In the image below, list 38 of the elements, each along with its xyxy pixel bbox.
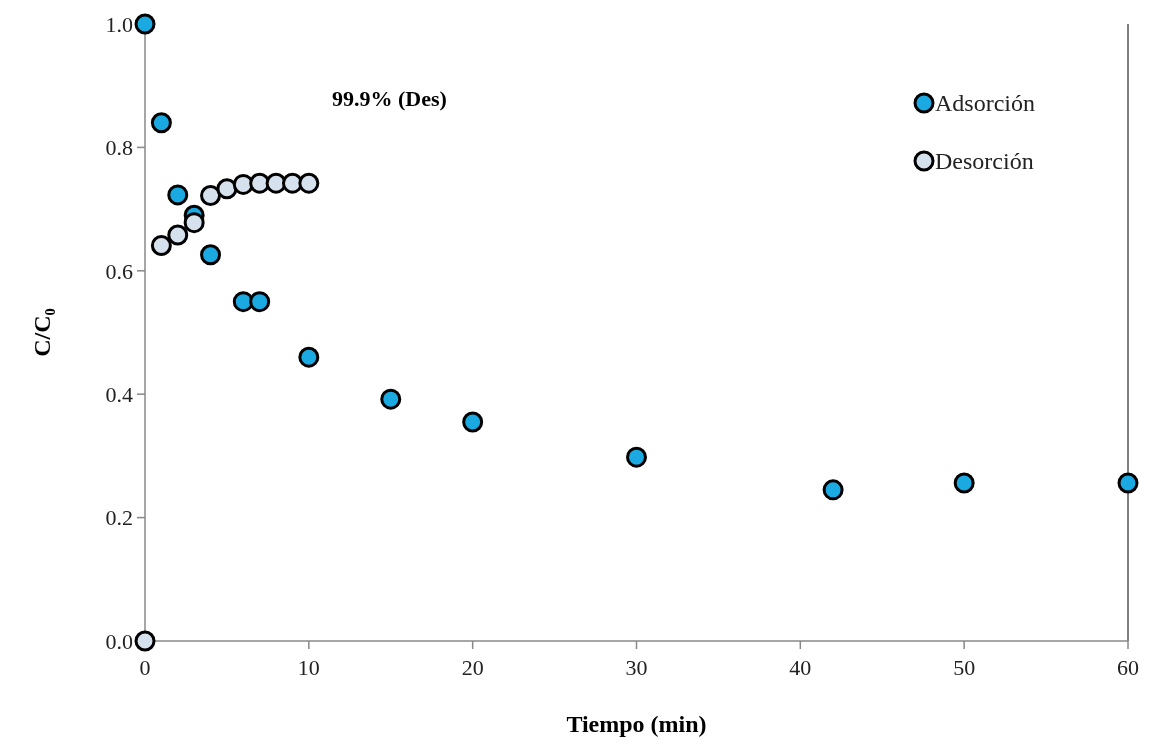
point <box>626 446 647 468</box>
point <box>298 346 320 368</box>
point <box>134 13 156 35</box>
point <box>249 291 271 313</box>
x-tick-label: 0 <box>139 655 151 680</box>
point <box>953 472 975 494</box>
y-tick-label: 0.6 <box>105 258 133 284</box>
x-tick-label: 20 <box>461 655 484 680</box>
y-axis-title: C/C₀ <box>29 308 55 357</box>
point <box>183 212 205 234</box>
x-tick-label: 50 <box>953 655 976 680</box>
y-tick-label: 0.0 <box>105 628 133 654</box>
x-axis-title: Tiempo (min) <box>566 711 707 737</box>
point <box>134 630 156 652</box>
x-tick-label: 30 <box>625 655 648 680</box>
x-tick-label: 40 <box>789 655 812 680</box>
point <box>216 178 238 200</box>
point <box>200 185 222 207</box>
y-tick-label: 0.2 <box>105 505 133 531</box>
point <box>462 411 484 433</box>
legend-label: Adsorción <box>935 90 1035 117</box>
point <box>1117 472 1139 494</box>
y-tick-label: 0.4 <box>105 381 133 407</box>
point <box>298 172 320 194</box>
point <box>249 172 271 194</box>
x-tick-label: 10 <box>297 655 320 680</box>
legend-label: Desorción <box>935 148 1034 175</box>
point <box>150 235 172 256</box>
point <box>150 112 172 134</box>
point <box>167 224 189 246</box>
annotation: 99.9% (Des) <box>332 86 447 111</box>
point <box>822 479 844 501</box>
y-tick-label: 0.8 <box>105 135 133 161</box>
point <box>167 184 189 206</box>
x-tick-label: 60 <box>1117 655 1139 680</box>
y-tick-label: 1.0 <box>105 11 133 37</box>
point <box>380 388 402 410</box>
point <box>200 244 222 266</box>
